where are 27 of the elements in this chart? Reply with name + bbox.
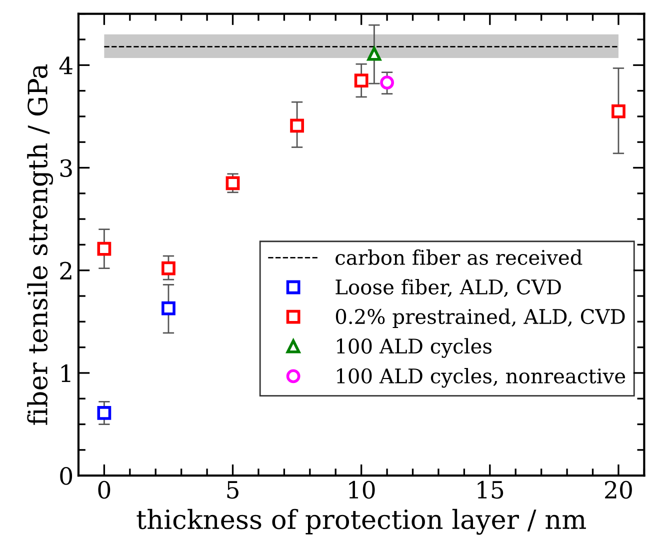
x-tick-label: 0 (98, 480, 110, 499)
x-tick-label: 15 (478, 480, 504, 499)
legend-label: 100 ALD cycles (337, 338, 492, 358)
y-tick-label: 4 (59, 56, 72, 74)
x-tick-label: 20 (605, 480, 632, 499)
y-axis-title: fiber tensile strength / GPa (27, 64, 54, 425)
point (354, 74, 368, 88)
y-tick-label: 3 (60, 159, 72, 178)
point (226, 176, 240, 190)
legend-label: 0.2% prestrained, ALD, CVD (336, 308, 625, 328)
point (97, 406, 112, 420)
legend-label: 100 ALD cycles, nonreactive (337, 368, 626, 388)
point (97, 242, 112, 256)
y-tick-label: 1 (61, 364, 70, 382)
point (367, 46, 382, 61)
y-tick-label: 0 (60, 467, 72, 485)
x-tick-label: 10 (349, 480, 375, 499)
x-axis-title: thickness of protection layer / nm (136, 508, 586, 535)
legend-label: carbon fiber as received (336, 249, 582, 266)
x-tick-label: 5 (227, 481, 238, 499)
point (162, 261, 176, 276)
y-tick-label: 2 (60, 262, 72, 280)
legend-label: Loose fiber, ALD, CVD (336, 278, 561, 298)
point (162, 301, 176, 316)
point (290, 118, 304, 133)
point (612, 104, 626, 118)
point (380, 76, 394, 90)
